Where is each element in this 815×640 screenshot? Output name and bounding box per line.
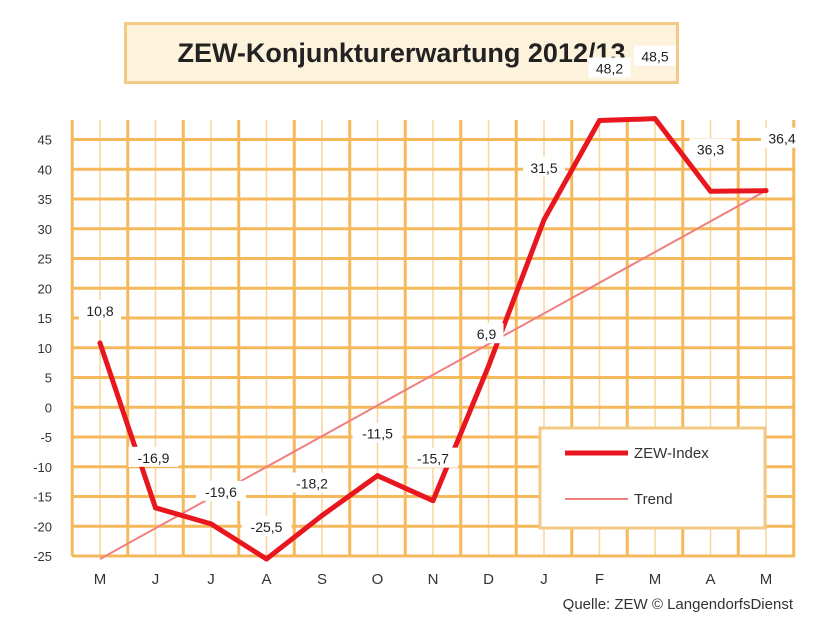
data-label-bg — [241, 515, 292, 536]
zew-index-point — [319, 513, 325, 519]
data-label-bg — [634, 45, 676, 66]
zew-index-point — [597, 117, 602, 123]
x-tick-label: J — [152, 571, 160, 588]
y-tick-label: -15 — [33, 490, 52, 505]
data-label-bg — [196, 480, 246, 501]
data-label: -15,7 — [417, 451, 449, 467]
data-label-bg — [79, 299, 121, 320]
y-tick-label: 40 — [38, 162, 52, 177]
zew-index-point — [652, 116, 658, 122]
y-tick-label: -20 — [33, 519, 52, 534]
y-tick-label: 20 — [38, 281, 52, 296]
data-label: 10,8 — [86, 303, 113, 319]
zew-index-point — [486, 363, 491, 369]
data-label: -25,5 — [251, 519, 283, 535]
x-tick-label: D — [483, 571, 494, 588]
x-tick-label: F — [595, 571, 604, 588]
data-label-bg — [469, 323, 504, 344]
y-tick-label: -25 — [33, 549, 52, 564]
zew-index-point — [153, 505, 158, 511]
y-tick-label: -5 — [40, 430, 52, 445]
x-tick-label: N — [428, 571, 439, 588]
y-tick-label: 5 — [45, 371, 52, 386]
x-tick-label: A — [705, 571, 715, 588]
y-tick-label: -10 — [33, 460, 52, 475]
y-tick-label: 10 — [38, 341, 52, 356]
y-tick-label: 35 — [38, 192, 52, 207]
y-tick-label: 25 — [38, 252, 52, 267]
y-tick-label: 15 — [38, 311, 52, 326]
data-label: -18,2 — [296, 476, 328, 492]
data-label-bg — [128, 446, 179, 467]
zew-index-point — [541, 217, 547, 223]
zew-index-point — [97, 340, 103, 346]
data-label-bg — [352, 422, 403, 443]
chart-title-box: ZEW-Konjunkturerwartung 2012/13 — [124, 22, 679, 84]
data-label-bg — [408, 447, 458, 468]
source-note: Quelle: ZEW © LangendorfsDienst — [562, 596, 793, 613]
zew-index-point — [264, 556, 269, 562]
data-label: 36,3 — [697, 141, 724, 157]
x-tick-label: J — [207, 571, 215, 588]
data-label: 31,5 — [530, 160, 557, 176]
zew-index-point — [208, 521, 214, 527]
x-tick-label: M — [649, 571, 662, 588]
y-tick-label: 0 — [45, 400, 52, 415]
data-label-bg — [761, 127, 803, 148]
data-label: 6,9 — [477, 326, 497, 342]
data-label: -19,6 — [205, 484, 237, 500]
data-label-bg — [523, 156, 565, 177]
y-tick-label: 30 — [38, 222, 52, 237]
legend-label-zew: ZEW-Index — [634, 445, 709, 462]
data-label-bg — [287, 472, 337, 493]
data-label-bg — [588, 57, 631, 78]
zew-index-point — [430, 498, 436, 504]
x-tick-label: O — [372, 571, 384, 588]
zew-index-point — [763, 188, 769, 194]
x-tick-label: S — [317, 571, 327, 588]
legend-box — [538, 426, 767, 530]
x-tick-label: A — [261, 571, 271, 588]
zew-index-point — [375, 473, 380, 479]
zew-index-point — [708, 188, 713, 194]
x-tick-label: M — [94, 571, 107, 588]
chart-title: ZEW-Konjunkturerwartung 2012/13 — [177, 37, 626, 68]
data-label: 48,2 — [596, 60, 623, 76]
y-tick-label: 45 — [38, 133, 52, 148]
x-tick-label: J — [540, 571, 548, 588]
data-label-bg — [689, 138, 732, 159]
legend-label-trend: Trend — [634, 491, 673, 508]
x-tick-label: M — [760, 571, 773, 588]
data-label: -11,5 — [362, 426, 393, 442]
data-label: -16,9 — [138, 450, 170, 466]
data-label: 36,4 — [768, 131, 795, 147]
data-label: 48,5 — [641, 49, 668, 65]
